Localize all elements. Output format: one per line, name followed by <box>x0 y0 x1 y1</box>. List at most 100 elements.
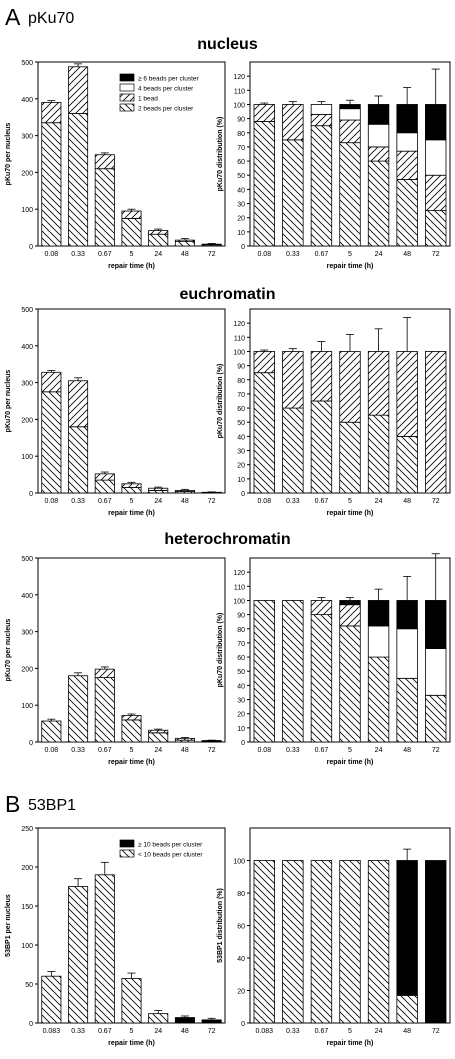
bar-segment <box>94 874 115 1024</box>
bar-segment <box>396 628 418 679</box>
panel-b-letter: B <box>5 791 21 817</box>
legend-swatch <box>119 73 135 82</box>
y-tick-label: 0 <box>241 244 245 251</box>
bar-segment <box>367 160 390 247</box>
y-tick-label: 40 <box>237 683 245 690</box>
y-tick-label: 0 <box>29 244 33 251</box>
bar-segment <box>425 860 447 1024</box>
x-tick-label: 48 <box>403 1028 411 1035</box>
bar-segment <box>282 600 304 743</box>
chart-6: 0 50 100 150 200 250 0.083 0.33 0.67 5 24 48 72 repai… <box>5 826 226 1047</box>
x-tick-label: 24 <box>375 747 383 754</box>
x-tick-label: 72 <box>432 251 440 258</box>
bar-segment <box>94 473 115 481</box>
bar-segment <box>148 230 169 235</box>
y-tick-label: 30 <box>237 202 245 209</box>
x-tick-label: 5 <box>130 498 134 505</box>
bar-segment <box>396 150 418 180</box>
x-tick-label: 72 <box>432 498 440 505</box>
y-tick-label: 200 <box>21 666 33 673</box>
y-tick-label: 500 <box>21 556 33 563</box>
y-tick-label: 10 <box>237 230 245 237</box>
y-axis-label: 53BP1 distribution (%) <box>217 888 224 963</box>
bar-segment <box>310 113 333 127</box>
y-tick-label: 10 <box>237 726 245 733</box>
bar-segment <box>148 729 169 734</box>
bar-segment <box>253 860 275 1024</box>
bar-segment <box>310 614 333 743</box>
y-tick-label: 20 <box>237 989 245 996</box>
bar-segment <box>339 625 361 743</box>
bar-segment <box>148 732 169 743</box>
bar-segment <box>121 978 142 1024</box>
bar-segment <box>339 600 361 606</box>
legend-entry: 2 beads per cluster <box>138 106 194 113</box>
y-tick-label: 400 <box>21 97 33 104</box>
y-tick-label: 100 <box>21 454 33 461</box>
y-tick-label: 40 <box>237 956 245 963</box>
bar-segment <box>396 860 418 996</box>
bar-segment <box>201 740 222 742</box>
y-tick-label: 500 <box>21 307 33 314</box>
bar-segment <box>282 139 304 247</box>
y-tick-label: 100 <box>21 703 33 710</box>
bar-segment <box>367 600 390 627</box>
bar-segment <box>201 1019 222 1024</box>
y-tick-label: 200 <box>21 170 33 177</box>
y-tick-label: 80 <box>237 378 245 385</box>
bar-segment <box>367 656 390 743</box>
bar-segment <box>339 104 361 110</box>
x-axis-label: repair time (h) <box>327 759 374 766</box>
x-tick-label: 24 <box>375 498 383 505</box>
chart-0: 0 100 200 300 400 500 0.08 0.33 0.67 5 24 48 72 repai… <box>5 60 226 270</box>
section-title-euchromatin: euchromatin <box>179 286 276 303</box>
y-tick-label: 110 <box>234 584 245 591</box>
y-tick-label: 0 <box>241 491 245 498</box>
y-tick-label: 20 <box>237 463 245 470</box>
bar-segment <box>396 677 418 743</box>
bar-segment <box>121 715 142 721</box>
bar-segment <box>339 119 361 144</box>
x-tick-label: 0.08 <box>257 498 271 505</box>
legend-entry: < 10 beads per cluster <box>138 852 203 859</box>
bar-segment <box>253 351 275 374</box>
y-tick-label: 500 <box>21 60 33 67</box>
x-tick-label: 0.67 <box>315 251 329 258</box>
section-title-nucleus: nucleus <box>197 36 258 53</box>
x-tick-label: 0.08 <box>45 498 59 505</box>
bar-segment <box>148 1013 169 1024</box>
y-tick-label: 400 <box>21 593 33 600</box>
panel-b-title: 53BP1 <box>28 797 77 814</box>
bar-segment <box>367 625 390 658</box>
bar-segment <box>174 490 195 492</box>
x-tick-label: 0.083 <box>256 1028 274 1035</box>
bar-segment <box>68 426 89 494</box>
chart-4: 0 100 200 300 400 500 0.08 0.33 0.67 5 24 48 72 repai… <box>5 556 226 766</box>
y-tick-label: 70 <box>237 145 245 152</box>
bar-segment <box>148 233 169 247</box>
bar-segment <box>41 122 62 247</box>
x-tick-label: 0.67 <box>98 747 112 754</box>
y-tick-label: 250 <box>21 826 33 833</box>
panel-a-letter: A <box>5 4 21 30</box>
y-tick-label: 400 <box>21 344 33 351</box>
bar-segment <box>339 351 361 423</box>
legend-swatch <box>119 93 135 102</box>
bar-segment <box>425 351 447 494</box>
bar-segment <box>310 400 333 494</box>
bar-segment <box>339 860 361 1024</box>
x-tick-label: 48 <box>403 747 411 754</box>
x-tick-label: 0.33 <box>286 251 300 258</box>
bar-segment <box>396 435 418 494</box>
bar-segment <box>367 104 390 125</box>
y-tick-label: 90 <box>237 364 245 371</box>
y-tick-label: 60 <box>237 159 245 166</box>
y-axis-label: pKu70 distribution (%) <box>217 117 224 192</box>
x-tick-label: 0.33 <box>71 747 85 754</box>
bar-segment <box>94 154 115 170</box>
x-tick-label: 0.67 <box>315 1028 329 1035</box>
bar-segment <box>425 174 447 212</box>
bar-segment <box>121 217 142 247</box>
chart-7: 0 20 40 60 80 100 0.083 0.33 0.67 5 24 48 72 repair t… <box>217 827 451 1047</box>
y-tick-label: 80 <box>237 627 245 634</box>
